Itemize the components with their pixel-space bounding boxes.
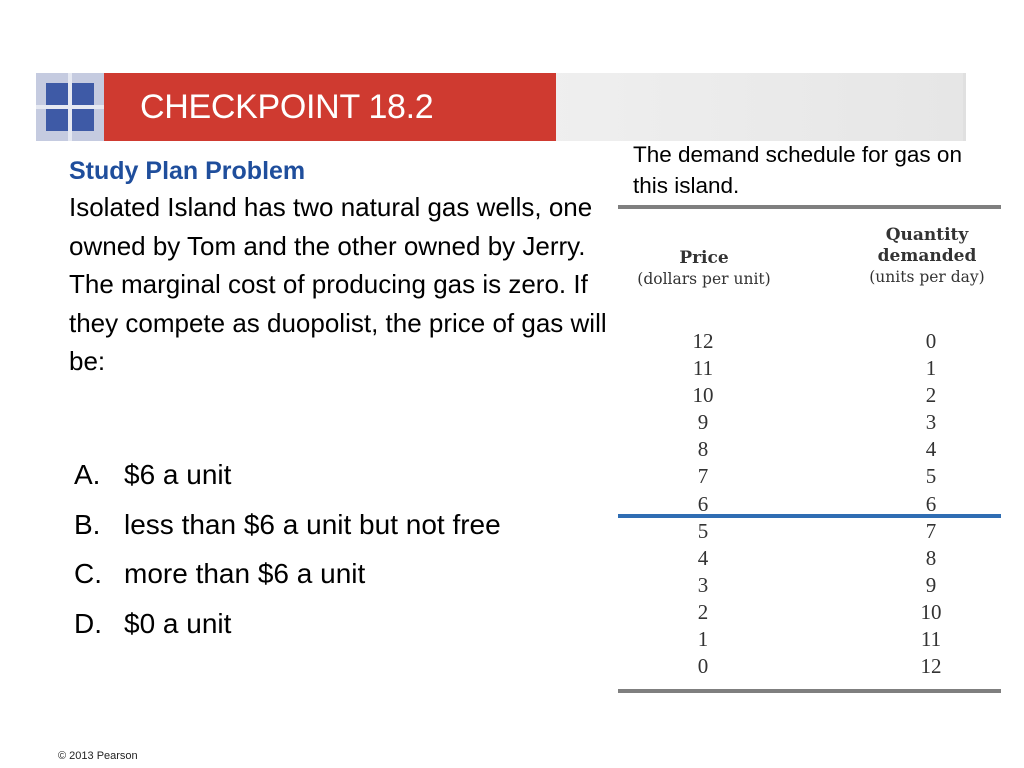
question-subheading: Study Plan Problem [69,157,306,185]
price-cell: 3 [697,572,709,597]
price-cell: 4 [697,545,709,570]
question-text: Isolated Island has two natural gas well… [69,192,607,376]
quantity-column: 0 1 2 3 4 5 6 7 8 9 10 11 12 [896,328,966,680]
quantity-cell: 8 [925,545,937,570]
quantity-cell: 4 [925,437,937,462]
answer-letter: D. [74,607,102,639]
quantity-cell: 3 [925,410,937,435]
copyright-footer: © 2013 Pearson [58,750,138,762]
price-cell: 5 [697,518,709,543]
answer-text: more than $6 a unit [124,558,366,589]
table-top-rule [618,205,1001,209]
answer-option-d[interactable]: D. $0 a unit [74,599,634,649]
quantity-cell: 1 [925,356,937,381]
quantity-cell: 2 [925,383,937,408]
table-caption: The demand schedule for gas on this isla… [633,142,962,198]
title-box: CHECKPOINT 18.2 [104,73,556,141]
price-cell: 11 [692,356,714,381]
quantity-cell: 0 [925,329,937,353]
quantity-cell: 11 [920,627,942,652]
table-bottom-rule [618,689,1001,693]
answer-text: $6 a unit [124,459,232,490]
answer-list: A. $6 a unit B. less than $6 a unit but … [74,450,634,648]
price-header-label: Price [679,248,729,268]
quantity-cell: 10 [920,599,942,624]
price-header-unit: (dollars per unit) [637,270,771,288]
slide-title: CHECKPOINT 18.2 [140,88,434,126]
answer-option-c[interactable]: C. more than $6 a unit [74,549,634,599]
price-cell: 9 [697,410,709,435]
answer-option-a[interactable]: A. $6 a unit [74,450,634,500]
demand-schedule-table [618,205,1001,695]
quantity-header-line1: Quantity [885,225,969,245]
answer-text: less than $6 a unit but not free [124,508,501,540]
quantity-cell: 5 [925,464,937,489]
price-cell: 2 [697,599,709,624]
quantity-header-unit: (units per day) [869,268,985,286]
price-cell: 8 [697,437,709,462]
answer-letter: B. [74,508,101,540]
quantity-header-line2: demanded [877,246,977,266]
price-cell: 7 [697,464,709,489]
price-cell: 10 [692,383,714,408]
price-cell: 6 [697,491,709,516]
answer-letter: A. [74,459,101,490]
question-block: Study Plan Problem Isolated Island has t… [69,154,609,381]
answer-letter: C. [74,558,102,589]
price-cell: 1 [697,627,709,652]
answer-option-b[interactable]: B. less than $6 a unit but not free [74,500,634,550]
price-column-header: Price (dollars per unit) [623,248,785,290]
quantity-cell: 9 [925,572,937,597]
quantity-cell: 12 [920,654,942,679]
quantity-cell: 7 [925,518,937,543]
quantity-cell: 6 [925,491,937,516]
price-cell: 0 [697,654,709,679]
price-cell: 12 [692,329,714,353]
answer-text: $0 a unit [124,607,232,639]
price-column: 12 11 10 9 8 7 6 5 4 3 2 1 0 [668,328,738,680]
blue-squares-icon [36,73,104,141]
table-header-rule [618,514,1001,518]
quantity-column-header: Quantity demanded (units per day) [858,225,996,288]
